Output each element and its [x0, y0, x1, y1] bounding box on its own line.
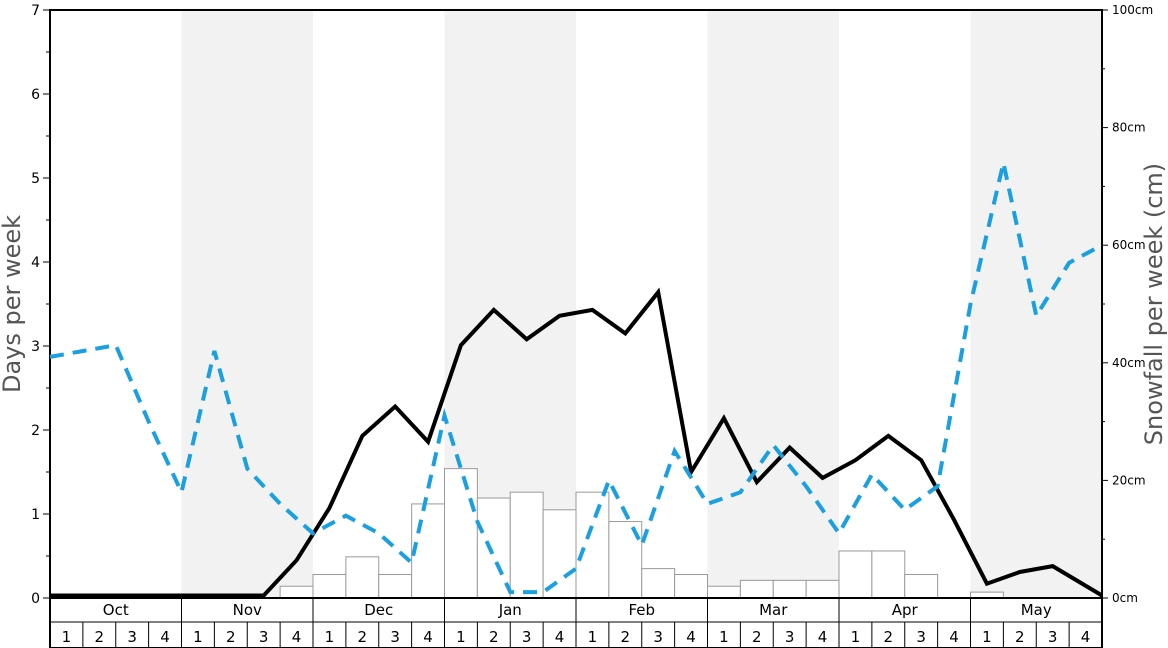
week-label: 3 — [127, 628, 137, 646]
left-tick-label: 7 — [31, 3, 40, 19]
right-axis-title: Snowfall per week (cm) — [1140, 163, 1168, 445]
snowfall-bar — [345, 556, 380, 599]
snowfall-bar — [871, 550, 906, 599]
week-label: 3 — [785, 628, 795, 646]
right-tick-label: 60cm — [1112, 238, 1146, 252]
snowfall-bar — [739, 579, 774, 599]
snowfall-bar — [378, 573, 413, 599]
left-tick-label: 4 — [31, 255, 40, 271]
week-label: 4 — [292, 628, 302, 646]
week-label: 2 — [95, 628, 105, 646]
week-label: 2 — [358, 628, 368, 646]
snowfall-bar — [542, 509, 577, 599]
week-label: 4 — [686, 628, 696, 646]
week-label: 3 — [1048, 628, 1058, 646]
snowfall-bar — [312, 573, 347, 599]
snowfall-bar — [674, 573, 708, 599]
month-label: Dec — [364, 601, 393, 619]
snowfall-bar — [904, 573, 939, 599]
right-tick-label: 100cm — [1112, 3, 1153, 17]
week-label: 2 — [489, 628, 499, 646]
week-label: 4 — [423, 628, 433, 646]
snowfall-bar — [279, 585, 314, 599]
month-label: Jan — [498, 601, 522, 619]
week-label: 4 — [160, 628, 170, 646]
month-label: Feb — [628, 601, 655, 619]
week-label: 4 — [1081, 628, 1091, 646]
left-axis: 0 1 2 3 4 5 6 7 — [31, 3, 50, 607]
month-label: Nov — [233, 601, 262, 619]
right-axis: 0cm 20cm 40cm 60cm 80cm 100cm — [1102, 3, 1153, 605]
week-label: 2 — [1015, 628, 1025, 646]
week-label: 4 — [949, 628, 959, 646]
snowfall-bar — [476, 497, 511, 599]
week-label: 3 — [653, 628, 663, 646]
snowfall-bar — [575, 491, 610, 599]
week-label: 3 — [916, 628, 926, 646]
left-tick-label: 5 — [31, 171, 40, 187]
snowfall-bar — [509, 491, 544, 599]
left-tick-label: 0 — [31, 591, 40, 607]
snowfall-bar — [838, 550, 873, 599]
week-label: 3 — [259, 628, 269, 646]
week-label: 2 — [226, 628, 236, 646]
month-label: May — [1021, 601, 1052, 619]
week-label: 1 — [456, 628, 466, 646]
snowfall-bar — [444, 468, 478, 599]
left-tick-label: 1 — [31, 507, 40, 523]
week-label: 2 — [884, 628, 894, 646]
snowfall-bar — [641, 568, 676, 599]
left-tick-label: 2 — [31, 423, 40, 439]
snowfall-bar — [805, 579, 840, 599]
week-label: 1 — [851, 628, 861, 646]
left-tick-label: 6 — [31, 87, 40, 103]
week-label: 4 — [555, 628, 565, 646]
week-label: 1 — [719, 628, 729, 646]
week-label: 1 — [62, 628, 72, 646]
week-label: 1 — [588, 628, 598, 646]
week-label: 3 — [390, 628, 400, 646]
week-label: 3 — [522, 628, 532, 646]
right-tick-label: 80cm — [1112, 121, 1146, 135]
week-label: 1 — [193, 628, 203, 646]
days-per-week-line — [50, 287, 1104, 598]
x-axis: Oct 1 2 3 4 Nov 1 2 3 4 Dec 1 2 3 4 Jan 1 2 3 4 Feb 1 2 3 4 Mar 1 2… — [49, 597, 1103, 648]
snowfall-bars — [279, 468, 1004, 599]
left-tick-label: 3 — [31, 339, 40, 355]
week-label: 2 — [621, 628, 631, 646]
month-label: Mar — [759, 601, 788, 619]
right-tick-label: 20cm — [1112, 473, 1146, 487]
month-label: Apr — [892, 601, 919, 619]
week-label: 2 — [752, 628, 762, 646]
week-label: 4 — [818, 628, 828, 646]
right-tick-label: 40cm — [1112, 356, 1146, 370]
shade-mar — [707, 10, 839, 598]
snowfall-bar — [772, 579, 807, 599]
left-axis-title: Days per week — [0, 215, 26, 393]
shade-nov — [181, 10, 313, 598]
snowfall-bar — [707, 585, 741, 599]
week-label: 1 — [982, 628, 992, 646]
week-label: 1 — [325, 628, 335, 646]
right-tick-label: 0cm — [1112, 591, 1138, 605]
snowfall-bar — [411, 503, 445, 599]
month-label: Oct — [103, 601, 129, 619]
month-shading — [181, 10, 1102, 598]
shade-may — [970, 10, 1102, 598]
